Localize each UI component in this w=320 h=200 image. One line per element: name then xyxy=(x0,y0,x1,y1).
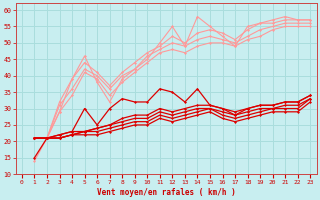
X-axis label: Vent moyen/en rafales ( km/h ): Vent moyen/en rafales ( km/h ) xyxy=(97,188,236,197)
